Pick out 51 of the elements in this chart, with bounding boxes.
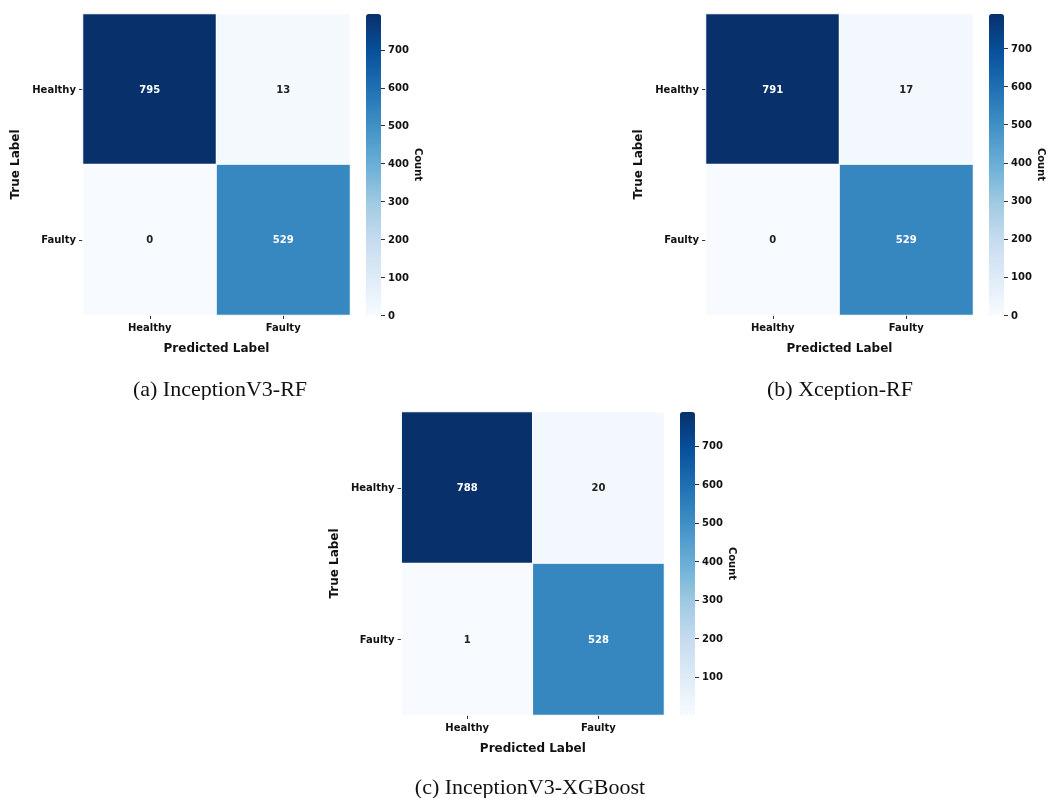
color-bar-label: 300	[702, 594, 723, 606]
color-bar-label: 400	[388, 158, 409, 170]
color-bar-label: 100	[702, 671, 723, 683]
data-label: 17	[899, 83, 914, 95]
color-bar-label: 200	[702, 632, 723, 644]
y-axis-title: True Label	[327, 528, 341, 599]
data-label: 1	[463, 633, 471, 645]
data-label: 529	[895, 234, 917, 246]
color-bar-label: 400	[702, 555, 723, 567]
y-axis-title: True Label	[8, 129, 23, 200]
x-tick-label: Healthy	[127, 321, 173, 333]
x-tick-label: Healthy	[750, 321, 796, 333]
color-bar-label: 500	[1011, 119, 1032, 131]
data-label: 528	[587, 633, 609, 645]
x-tick-label: Faulty	[888, 321, 925, 333]
data-label: 13	[276, 83, 291, 95]
x-tick-label: Faulty	[265, 321, 302, 333]
color-bar-label: 300	[388, 195, 409, 207]
color-bar-label: 0	[1011, 309, 1018, 321]
data-label: 0	[769, 234, 777, 246]
color-bar-label: 200	[388, 233, 409, 245]
x-axis-title: Predicted Label	[479, 741, 586, 755]
data-label: 795	[139, 83, 161, 95]
color-bar-title: Count	[1035, 147, 1047, 182]
color-bar-label: 700	[388, 44, 409, 56]
color-bar-title: Count	[726, 546, 738, 581]
color-bar-label: 700	[702, 440, 723, 452]
color-bar-label: 600	[702, 478, 723, 490]
text: (c) InceptionV3-XGBoost	[414, 773, 646, 798]
text: (a) InceptionV3-RF	[132, 375, 308, 401]
color-bar-label: 600	[1011, 81, 1032, 93]
color-bar-label: 600	[388, 82, 409, 94]
color-bar-title: Count	[412, 147, 424, 182]
color-bar-label: 300	[1011, 195, 1032, 207]
text: (b) Xception-RF	[766, 375, 914, 401]
x-axis-title: Predicted Label	[786, 341, 893, 355]
color-bar-label: 200	[1011, 233, 1032, 245]
y-axis-title: True Label	[631, 129, 646, 200]
color-bar-label: 100	[1011, 271, 1032, 283]
color-bar-label: 400	[1011, 157, 1032, 169]
data-label: 788	[456, 482, 478, 494]
color-bar-label: 500	[388, 120, 409, 132]
data-label: 529	[272, 234, 294, 246]
data-label: 20	[591, 482, 606, 494]
color-bar-label: 700	[1011, 43, 1032, 55]
color-bar-label: 100	[388, 271, 409, 283]
data-label: 0	[146, 234, 154, 246]
data-label: 791	[762, 83, 784, 95]
color-bar-label: 500	[702, 517, 723, 529]
color-bar-label: 0	[388, 309, 395, 321]
x-axis-title: Predicted Label	[163, 341, 270, 355]
